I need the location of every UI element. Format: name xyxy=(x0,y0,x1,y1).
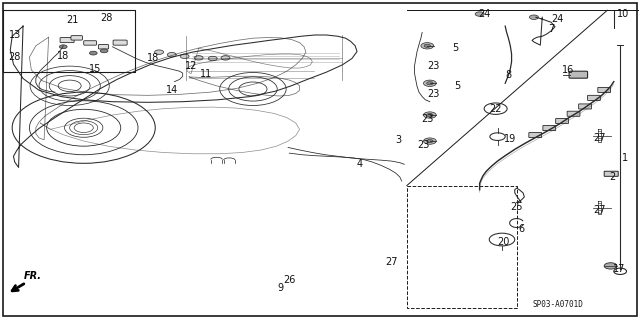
Circle shape xyxy=(424,138,436,144)
Text: 13: 13 xyxy=(8,30,21,40)
FancyBboxPatch shape xyxy=(579,104,591,109)
Text: 8: 8 xyxy=(506,70,511,80)
Circle shape xyxy=(90,51,97,55)
Text: 23: 23 xyxy=(427,89,439,100)
Text: 7: 7 xyxy=(548,24,554,33)
Circle shape xyxy=(221,56,230,60)
Text: 21: 21 xyxy=(66,15,79,26)
Text: 5: 5 xyxy=(452,43,458,53)
Circle shape xyxy=(424,80,436,86)
Text: 27: 27 xyxy=(593,205,606,215)
Text: 23: 23 xyxy=(417,140,429,150)
FancyBboxPatch shape xyxy=(529,132,541,137)
FancyBboxPatch shape xyxy=(84,41,97,45)
Text: FR.: FR. xyxy=(24,271,42,281)
Text: 25: 25 xyxy=(511,202,523,211)
Text: 24: 24 xyxy=(552,14,564,24)
Circle shape xyxy=(155,50,164,54)
Text: 23: 23 xyxy=(427,61,439,71)
Circle shape xyxy=(208,56,217,61)
Circle shape xyxy=(427,139,433,143)
Text: 2: 2 xyxy=(609,172,616,182)
FancyBboxPatch shape xyxy=(604,171,618,176)
Text: 3: 3 xyxy=(395,136,401,145)
Text: 16: 16 xyxy=(562,65,574,75)
Text: 6: 6 xyxy=(519,224,525,234)
Text: 28: 28 xyxy=(100,13,112,23)
Circle shape xyxy=(529,15,538,19)
Text: 17: 17 xyxy=(612,264,625,274)
Text: 14: 14 xyxy=(166,85,178,95)
Text: 11: 11 xyxy=(200,69,212,79)
Text: 4: 4 xyxy=(356,159,363,169)
Circle shape xyxy=(427,114,433,117)
Text: 22: 22 xyxy=(490,104,502,114)
Text: 26: 26 xyxy=(283,275,296,285)
Text: 18: 18 xyxy=(57,51,69,61)
Circle shape xyxy=(424,44,431,48)
FancyBboxPatch shape xyxy=(567,111,580,116)
Text: 27: 27 xyxy=(593,133,606,143)
Circle shape xyxy=(424,112,436,118)
Text: 27: 27 xyxy=(385,257,398,267)
Circle shape xyxy=(475,12,484,16)
Text: 20: 20 xyxy=(498,237,510,247)
Text: 5: 5 xyxy=(454,81,460,91)
Circle shape xyxy=(421,43,434,49)
FancyBboxPatch shape xyxy=(598,87,611,93)
FancyBboxPatch shape xyxy=(556,119,568,123)
FancyBboxPatch shape xyxy=(543,125,556,130)
Text: 28: 28 xyxy=(8,52,21,62)
Circle shape xyxy=(60,45,67,49)
Text: 1: 1 xyxy=(622,153,628,163)
Text: 10: 10 xyxy=(616,9,629,19)
Circle shape xyxy=(100,49,108,53)
FancyBboxPatch shape xyxy=(60,38,74,43)
Text: 23: 23 xyxy=(421,114,433,124)
Circle shape xyxy=(194,56,203,60)
Circle shape xyxy=(604,263,617,269)
Text: 19: 19 xyxy=(504,134,516,144)
Circle shape xyxy=(427,82,433,85)
Text: 18: 18 xyxy=(147,53,159,63)
Text: 9: 9 xyxy=(277,283,284,293)
Circle shape xyxy=(168,52,176,57)
Text: 12: 12 xyxy=(185,61,197,71)
Text: 15: 15 xyxy=(89,64,101,74)
FancyBboxPatch shape xyxy=(588,95,600,100)
FancyBboxPatch shape xyxy=(71,36,83,40)
FancyBboxPatch shape xyxy=(99,45,109,49)
FancyBboxPatch shape xyxy=(569,71,588,78)
Text: 24: 24 xyxy=(479,9,491,19)
FancyBboxPatch shape xyxy=(113,40,127,45)
Circle shape xyxy=(180,54,189,58)
Text: SP03-A0701D: SP03-A0701D xyxy=(532,300,583,308)
